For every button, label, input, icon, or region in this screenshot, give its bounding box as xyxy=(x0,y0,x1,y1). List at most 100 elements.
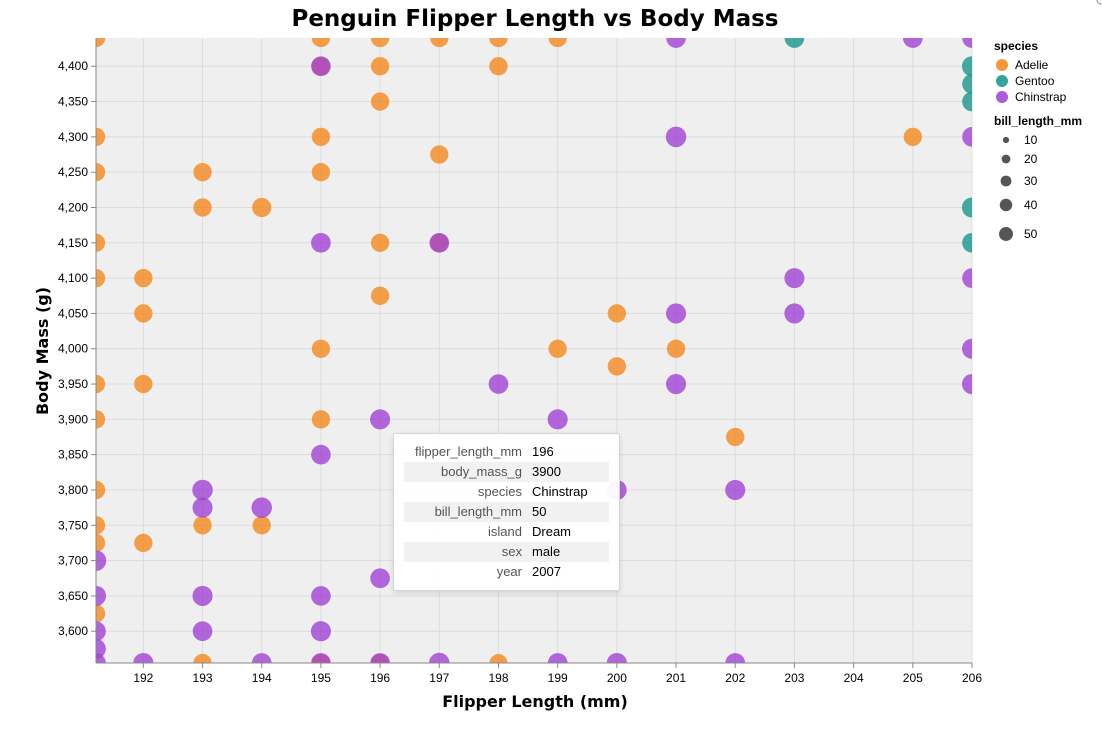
data-point-adelie xyxy=(193,653,212,663)
data-point-chinstrap xyxy=(251,653,272,663)
tooltip-key: year xyxy=(496,564,522,579)
data-point-chinstrap xyxy=(784,303,805,324)
data-point-chinstrap xyxy=(962,268,972,288)
data-point-adelie xyxy=(96,480,106,500)
data-point-chinstrap xyxy=(429,652,450,663)
data-point-adelie xyxy=(96,268,106,288)
tooltip-value: 2007 xyxy=(532,564,561,579)
size-legend-swatch xyxy=(1001,154,1011,164)
data-point-chinstrap xyxy=(133,652,154,663)
tooltip-row: sex male xyxy=(404,542,609,562)
data-point-adelie xyxy=(311,127,331,147)
data-point-adelie xyxy=(96,127,106,147)
x-tick-label: 196 xyxy=(370,671,390,685)
data-point-adelie xyxy=(548,38,567,48)
data-point-chinstrap xyxy=(606,652,627,663)
tooltip-value: 196 xyxy=(532,444,554,459)
data-point-chinstrap xyxy=(370,653,390,663)
data-point-adelie xyxy=(96,533,106,553)
y-tick-label: 3,650 xyxy=(58,589,88,603)
data-point-adelie xyxy=(903,127,922,147)
data-point-chinstrap xyxy=(725,653,746,663)
corner-mark-icon xyxy=(1096,0,1102,5)
data-point-adelie xyxy=(193,198,212,217)
size-legend-swatch xyxy=(999,227,1013,241)
tooltip-key: flipper_length_mm xyxy=(415,444,522,459)
data-point-chinstrap xyxy=(251,497,272,518)
y-tick-label: 4,000 xyxy=(58,342,88,356)
tooltip-value: Chinstrap xyxy=(532,484,588,499)
data-point-chinstrap xyxy=(370,409,391,430)
data-point-gentoo xyxy=(962,232,972,253)
size-legend-label: 20 xyxy=(1024,152,1038,166)
legend-label-adelie: Adelie xyxy=(1015,58,1049,72)
x-tick-label: 200 xyxy=(607,671,627,685)
data-point-adelie xyxy=(193,516,212,535)
legend-swatch-chinstrap xyxy=(996,91,1008,103)
data-point-adelie xyxy=(430,38,449,48)
data-point-adelie xyxy=(370,233,390,252)
data-point-gentoo xyxy=(961,197,972,218)
data-point-chinstrap xyxy=(96,653,106,663)
data-point-chinstrap xyxy=(96,550,107,571)
x-tick-label: 205 xyxy=(903,671,923,685)
tooltip-key: island xyxy=(488,524,522,539)
data-point-gentoo xyxy=(962,74,972,94)
tooltip-value: 3900 xyxy=(532,464,561,479)
size-legend-label: 30 xyxy=(1024,174,1038,188)
y-tick-label: 4,050 xyxy=(58,306,88,320)
data-point-adelie xyxy=(311,38,331,48)
data-point-adelie xyxy=(430,145,449,164)
data-point-gentoo xyxy=(961,56,972,77)
data-point-chinstrap xyxy=(311,586,331,606)
data-point-adelie xyxy=(252,516,271,535)
y-tick-label: 3,900 xyxy=(58,412,88,426)
data-point-adelie xyxy=(96,516,106,535)
data-point-chinstrap xyxy=(310,621,331,642)
x-tick-label: 194 xyxy=(252,671,272,685)
y-tick-label: 4,100 xyxy=(58,271,88,285)
data-point-adelie xyxy=(666,339,686,358)
data-point-adelie xyxy=(252,197,272,218)
data-point-adelie xyxy=(96,604,106,623)
y-tick-label: 4,250 xyxy=(58,165,88,179)
data-point-chinstrap xyxy=(96,621,106,642)
legend-label-chinstrap: Chinstrap xyxy=(1015,90,1067,104)
x-tick-label: 201 xyxy=(666,671,686,685)
data-point-adelie xyxy=(370,286,390,305)
y-tick-label: 4,150 xyxy=(58,236,88,250)
y-tick-label: 4,400 xyxy=(58,59,88,73)
data-point-chinstrap xyxy=(961,374,972,395)
data-point-chinstrap xyxy=(961,338,972,359)
size-legend-title: bill_length_mm xyxy=(994,114,1082,128)
size-legend-label: 40 xyxy=(1024,198,1038,212)
legend-swatch-adelie xyxy=(996,59,1008,71)
data-point-adelie xyxy=(134,268,153,288)
data-point-adelie xyxy=(489,38,508,48)
x-tick-label: 198 xyxy=(488,671,508,685)
y-axis-title: Body Mass (g) xyxy=(33,287,52,415)
y-tick-label: 3,800 xyxy=(58,483,88,497)
tooltip-row: flipper_length_mm 196 xyxy=(404,442,609,462)
x-tick-label: 195 xyxy=(311,671,331,685)
tooltip-value: Dream xyxy=(532,524,572,539)
data-point-adelie xyxy=(370,92,390,111)
data-point-chinstrap xyxy=(192,497,213,518)
tooltip-key: sex xyxy=(501,544,522,559)
y-tick-label: 3,750 xyxy=(58,518,88,532)
data-point-chinstrap xyxy=(666,303,687,324)
data-point-adelie xyxy=(96,410,106,429)
data-point-adelie xyxy=(370,38,390,48)
data-point-chinstrap xyxy=(192,621,213,642)
tooltip-row: species Chinstrap xyxy=(404,482,609,502)
data-point-chinstrap xyxy=(784,268,805,289)
tooltip-row: island Dream xyxy=(404,522,609,542)
data-point-adelie xyxy=(311,410,331,429)
size-legend-swatch xyxy=(1002,136,1010,144)
x-tick-label: 206 xyxy=(962,671,982,685)
data-point-adelie xyxy=(311,163,331,182)
chart-title: Penguin Flipper Length vs Body Mass xyxy=(291,6,778,32)
data-tooltip: flipper_length_mm 196 body_mass_g 3900 spe… xyxy=(393,433,620,591)
data-point-chinstrap xyxy=(962,38,972,48)
tooltip-value: male xyxy=(532,544,561,559)
